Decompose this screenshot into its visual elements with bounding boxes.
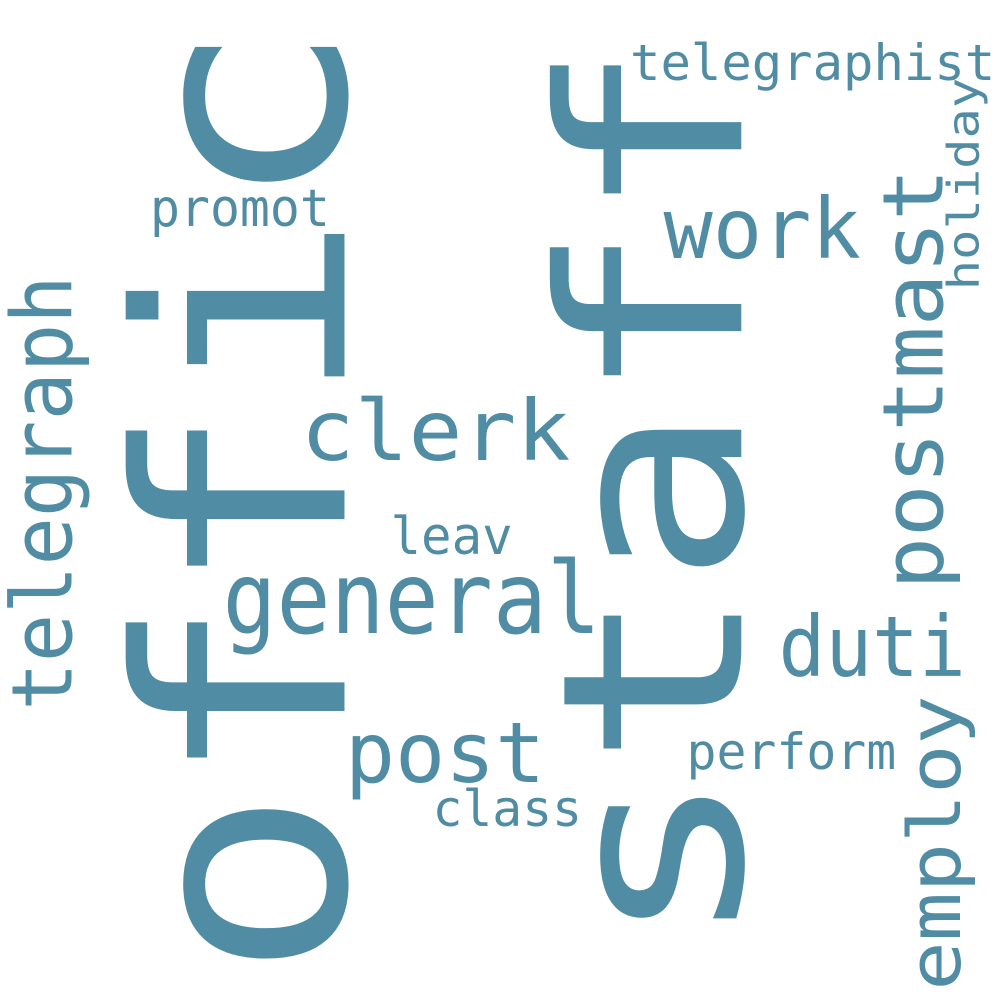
- word-employ: employ: [893, 694, 978, 991]
- word-leav: leav: [390, 507, 513, 567]
- word-postmast: postmast: [864, 168, 963, 590]
- word-clerk: clerk: [300, 381, 570, 480]
- word-duti: duti: [777, 597, 966, 696]
- word-work: work: [663, 179, 861, 278]
- word-perform: perform: [686, 722, 896, 781]
- word-post: post: [345, 704, 546, 802]
- word-telegraph: telegraph: [0, 274, 92, 711]
- word-promot: promot: [150, 178, 330, 239]
- word-offic: offic: [76, 20, 412, 980]
- word-telegraphist: telegraphist: [630, 34, 996, 92]
- word-general: general: [221, 540, 601, 657]
- word-class: class: [432, 779, 582, 838]
